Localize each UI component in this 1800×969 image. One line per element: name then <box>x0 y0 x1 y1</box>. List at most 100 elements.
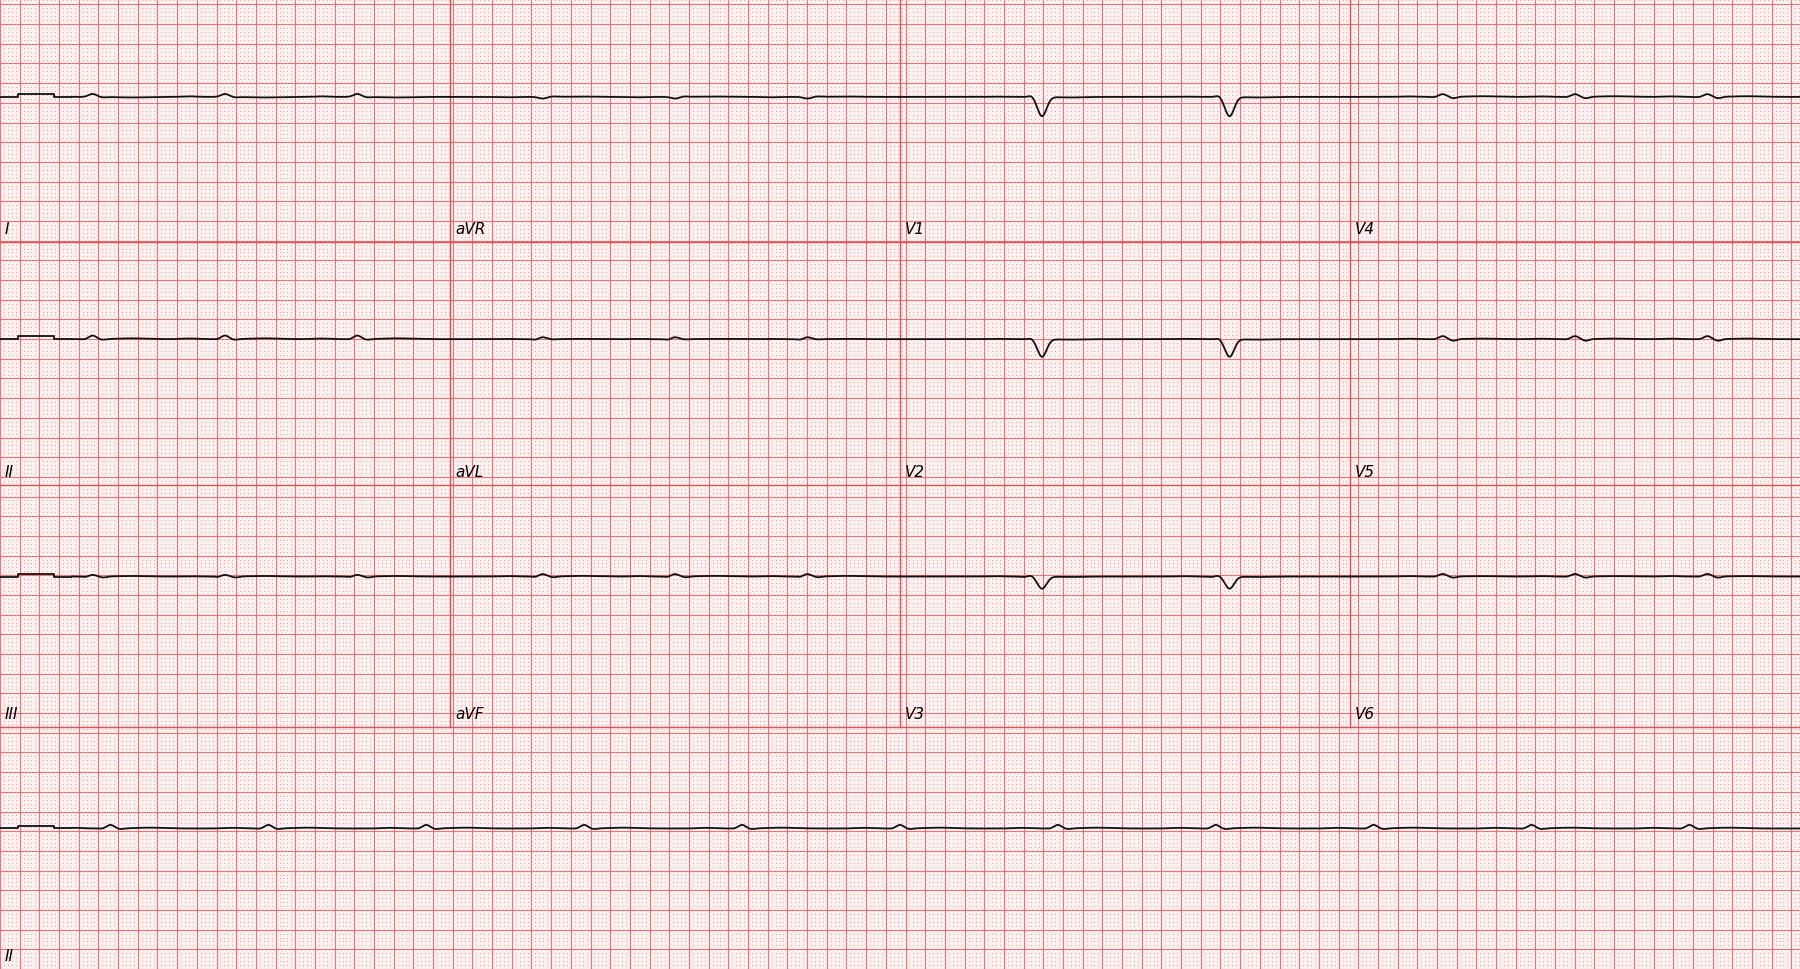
Point <box>1233 119 1262 135</box>
Point <box>95 564 124 579</box>
Point <box>205 240 234 256</box>
Point <box>1282 217 1310 233</box>
Point <box>139 198 167 213</box>
Point <box>400 776 428 792</box>
Point <box>1033 461 1062 477</box>
Point <box>1355 119 1384 135</box>
Point <box>1706 866 1735 882</box>
Point <box>1067 1 1096 16</box>
Point <box>1478 87 1507 103</box>
Point <box>1256 5 1285 20</box>
Point <box>92 607 121 622</box>
Point <box>1427 56 1456 72</box>
Point <box>990 139 1019 154</box>
Point <box>1143 891 1172 906</box>
Point <box>443 150 472 166</box>
Point <box>45 796 74 811</box>
Point <box>502 131 531 146</box>
Point <box>22 910 50 925</box>
Point <box>0 938 27 953</box>
Point <box>1789 524 1800 540</box>
Point <box>1301 824 1330 839</box>
Point <box>61 871 90 887</box>
Point <box>1431 383 1460 398</box>
Point <box>517 540 545 555</box>
Point <box>493 938 522 953</box>
Point <box>1498 44 1526 59</box>
Point <box>148 642 176 658</box>
Point <box>821 60 850 76</box>
Point <box>1359 233 1388 248</box>
Point <box>1305 284 1334 299</box>
Point <box>502 950 531 965</box>
Point <box>68 177 97 193</box>
Point <box>1620 461 1649 477</box>
Point <box>1478 359 1507 374</box>
Point <box>131 146 160 162</box>
Point <box>268 887 297 902</box>
Point <box>1040 839 1069 855</box>
Point <box>1391 579 1420 595</box>
Point <box>1150 170 1179 185</box>
Point <box>1219 749 1247 765</box>
Point <box>1501 398 1530 414</box>
Point <box>990 599 1019 614</box>
Point <box>1654 729 1683 744</box>
Point <box>596 425 625 441</box>
Point <box>1139 394 1168 410</box>
Point <box>1150 166 1179 181</box>
Point <box>1163 544 1192 559</box>
Point <box>191 583 220 599</box>
Point <box>639 953 668 969</box>
Point <box>1438 623 1467 639</box>
Point <box>509 359 538 374</box>
Point <box>679 221 707 236</box>
Point <box>198 182 227 198</box>
Point <box>1136 233 1165 248</box>
Point <box>506 639 535 654</box>
Point <box>1777 808 1800 824</box>
Point <box>844 803 873 819</box>
Point <box>470 666 499 681</box>
Point <box>1631 1 1660 16</box>
Point <box>1789 331 1800 347</box>
Point <box>1372 249 1400 265</box>
Point <box>1607 87 1636 103</box>
Point <box>1130 261 1159 276</box>
Point <box>1733 599 1762 614</box>
Point <box>1780 335 1800 351</box>
Point <box>241 717 270 733</box>
Point <box>1301 740 1330 756</box>
Point <box>1159 453 1188 469</box>
Point <box>135 351 164 366</box>
Point <box>304 366 333 382</box>
Point <box>171 198 200 213</box>
Point <box>1773 740 1800 756</box>
Point <box>801 713 830 729</box>
Point <box>931 713 959 729</box>
Point <box>817 481 846 496</box>
Point <box>941 803 970 819</box>
Point <box>254 64 283 79</box>
Point <box>1391 387 1420 402</box>
Point <box>1001 107 1030 122</box>
Point <box>61 261 90 276</box>
Point <box>722 768 751 784</box>
Point <box>841 387 869 402</box>
Point <box>923 284 952 299</box>
Point <box>603 139 632 154</box>
Point <box>1219 682 1247 698</box>
Point <box>344 166 373 181</box>
Point <box>1568 265 1597 280</box>
Point <box>313 0 342 4</box>
Point <box>85 225 113 240</box>
Point <box>1242 351 1271 366</box>
Point <box>56 591 85 607</box>
Point <box>119 0 148 9</box>
Point <box>729 757 758 772</box>
Point <box>1233 139 1262 154</box>
Point <box>1087 484 1116 500</box>
Point <box>423 461 452 477</box>
Point <box>844 673 873 689</box>
Point <box>191 265 220 280</box>
